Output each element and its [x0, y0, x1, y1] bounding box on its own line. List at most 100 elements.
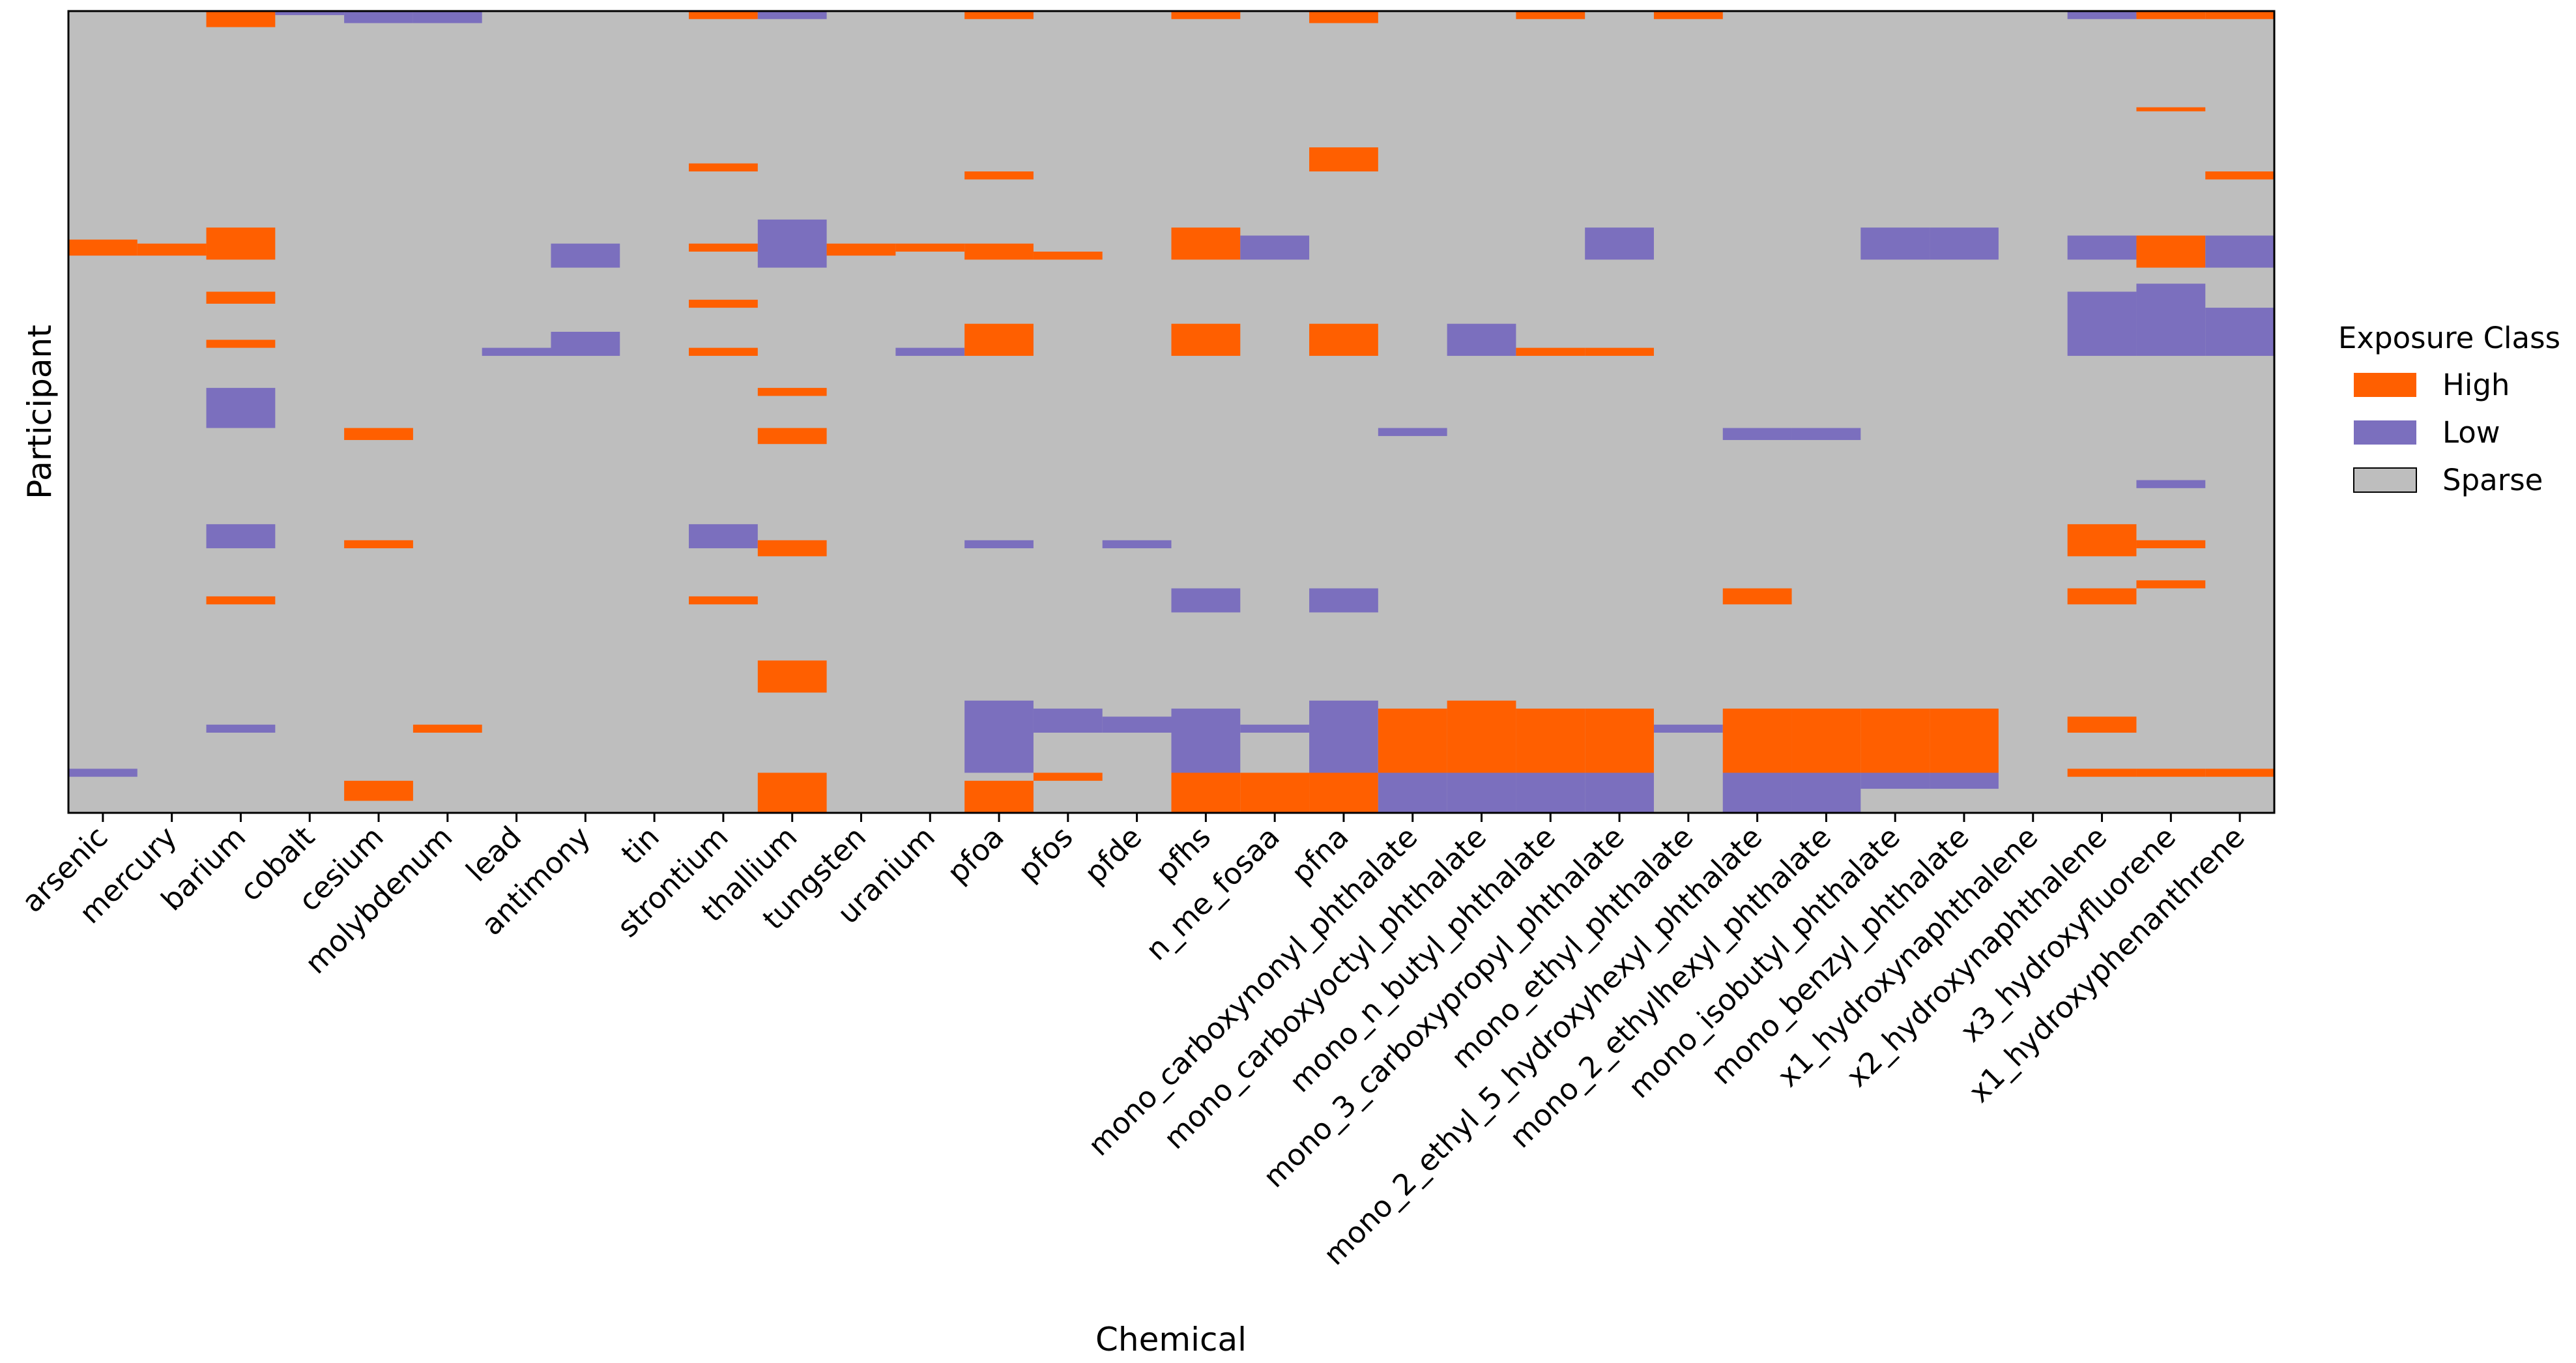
exposure-band-high — [826, 243, 896, 256]
exposure-band-high — [344, 780, 413, 801]
exposure-band-high — [964, 11, 1034, 20]
exposure-band-high — [2067, 524, 2137, 557]
exposure-band-low — [1447, 772, 1516, 813]
exposure-band-low — [1860, 227, 1930, 260]
legend-label-sparse: Sparse — [2442, 463, 2543, 497]
exposure-band-high — [1309, 772, 1378, 813]
exposure-band-high — [2067, 588, 2137, 605]
x-tick-label: pfde — [1078, 819, 1149, 890]
exposure-band-low — [2067, 235, 2137, 260]
exposure-band-low — [895, 347, 965, 356]
exposure-band-high — [1171, 227, 1241, 260]
exposure-band-high — [1585, 347, 1654, 356]
exposure-band-low — [1516, 772, 1585, 813]
exposure-band-low — [689, 524, 758, 549]
plot-area — [67, 10, 2276, 814]
exposure-band-low — [1309, 588, 1378, 613]
exposure-band-high — [1171, 323, 1241, 356]
exposure-band-high — [1171, 11, 1241, 20]
exposure-band-high — [1516, 709, 1585, 733]
exposure-band-high — [1722, 709, 1792, 733]
exposure-band-low — [1930, 227, 1999, 260]
exposure-band-high — [2067, 769, 2137, 777]
exposure-band-low — [1378, 772, 1447, 813]
exposure-band-high — [757, 540, 827, 557]
exposure-band-low — [206, 524, 276, 549]
exposure-band-low — [1240, 724, 1310, 733]
exposure-band-high — [1722, 588, 1792, 605]
exposure-band-high — [964, 323, 1034, 356]
exposure-band-low — [551, 332, 620, 356]
exposure-band-high — [1309, 323, 1378, 356]
exposure-band-low — [1585, 227, 1654, 260]
exposure-band-high — [2067, 716, 2137, 733]
exposure-band-low — [1791, 428, 1861, 441]
exposure-band-low — [206, 724, 276, 733]
exposure-band-high — [964, 780, 1034, 813]
exposure-band-high — [757, 388, 827, 396]
exposure-band-low — [757, 219, 827, 268]
exposure-band-low — [275, 11, 345, 16]
exposure-band-high — [1516, 11, 1585, 20]
exposure-band-low — [2067, 291, 2137, 356]
legend: Exposure Class High Low Sparse — [2338, 321, 2560, 497]
exposure-band-high — [2136, 769, 2206, 777]
exposure-band-low — [757, 11, 827, 20]
exposure-band-low — [344, 11, 413, 23]
exposure-band-high — [1447, 733, 1516, 773]
exposure-band-high — [206, 11, 276, 27]
exposure-band-low — [1240, 235, 1310, 260]
exposure-band-high — [689, 11, 758, 20]
exposure-band-low — [1860, 772, 1930, 789]
x-tick-label: pfoa — [940, 819, 1011, 890]
x-tick-label: pfos — [1011, 819, 1080, 888]
exposure-band-high — [689, 596, 758, 605]
exposure-band-high — [68, 239, 137, 256]
y-axis-label: Participant — [21, 325, 59, 499]
exposure-band-low — [1171, 588, 1241, 613]
exposure-band-low — [1653, 724, 1723, 733]
exposure-band-low — [1102, 540, 1172, 549]
exposure-band-low — [482, 347, 551, 356]
exposure-band-high — [1447, 700, 1516, 733]
exposure-band-low — [68, 769, 137, 777]
exposure-band-high — [1171, 772, 1241, 813]
plot-frame — [67, 10, 2276, 814]
exposure-band-high — [1309, 147, 1378, 171]
exposure-band-high — [1033, 252, 1103, 260]
exposure-band-low — [1722, 772, 1792, 813]
exposure-band-high — [689, 163, 758, 171]
x-axis-ticks: arsenicmercurybariumcobaltcesiummolybden… — [15, 813, 2251, 1272]
exposure-band-high — [1585, 733, 1654, 773]
exposure-band-low — [1033, 709, 1103, 733]
exposure-band-high — [2205, 11, 2274, 20]
legend-swatch-high — [2354, 373, 2416, 397]
exposure-band-low — [1722, 428, 1792, 441]
legend-swatch-low — [2354, 420, 2416, 445]
exposure-band-high — [1930, 733, 1999, 773]
exposure-band-high — [1722, 733, 1792, 773]
exposure-band-low — [1447, 323, 1516, 356]
exposure-band-low — [1791, 772, 1861, 813]
exposure-band-high — [2136, 107, 2206, 111]
exposure-band-low — [412, 11, 482, 23]
exposure-band-high — [895, 243, 965, 252]
x-tick-label: tin — [615, 819, 666, 871]
exposure-band-low — [2136, 480, 2206, 488]
exposure-band-high — [757, 428, 827, 445]
exposure-band-high — [2136, 235, 2206, 268]
exposure-band-low — [964, 700, 1034, 773]
exposure-band-high — [2205, 171, 2274, 180]
exposure-band-high — [1860, 709, 1930, 733]
exposure-band-high — [2136, 580, 2206, 589]
exposure-band-high — [1378, 709, 1447, 733]
exposure-band-high — [689, 347, 758, 356]
exposure-band-high — [2136, 540, 2206, 549]
exposure-band-high — [206, 596, 276, 605]
exposure-band-low — [964, 540, 1034, 549]
exposure-band-high — [1516, 347, 1585, 356]
exposure-band-high — [206, 291, 276, 304]
exposure-band-low — [2136, 284, 2206, 356]
exposure-band-high — [137, 243, 207, 256]
